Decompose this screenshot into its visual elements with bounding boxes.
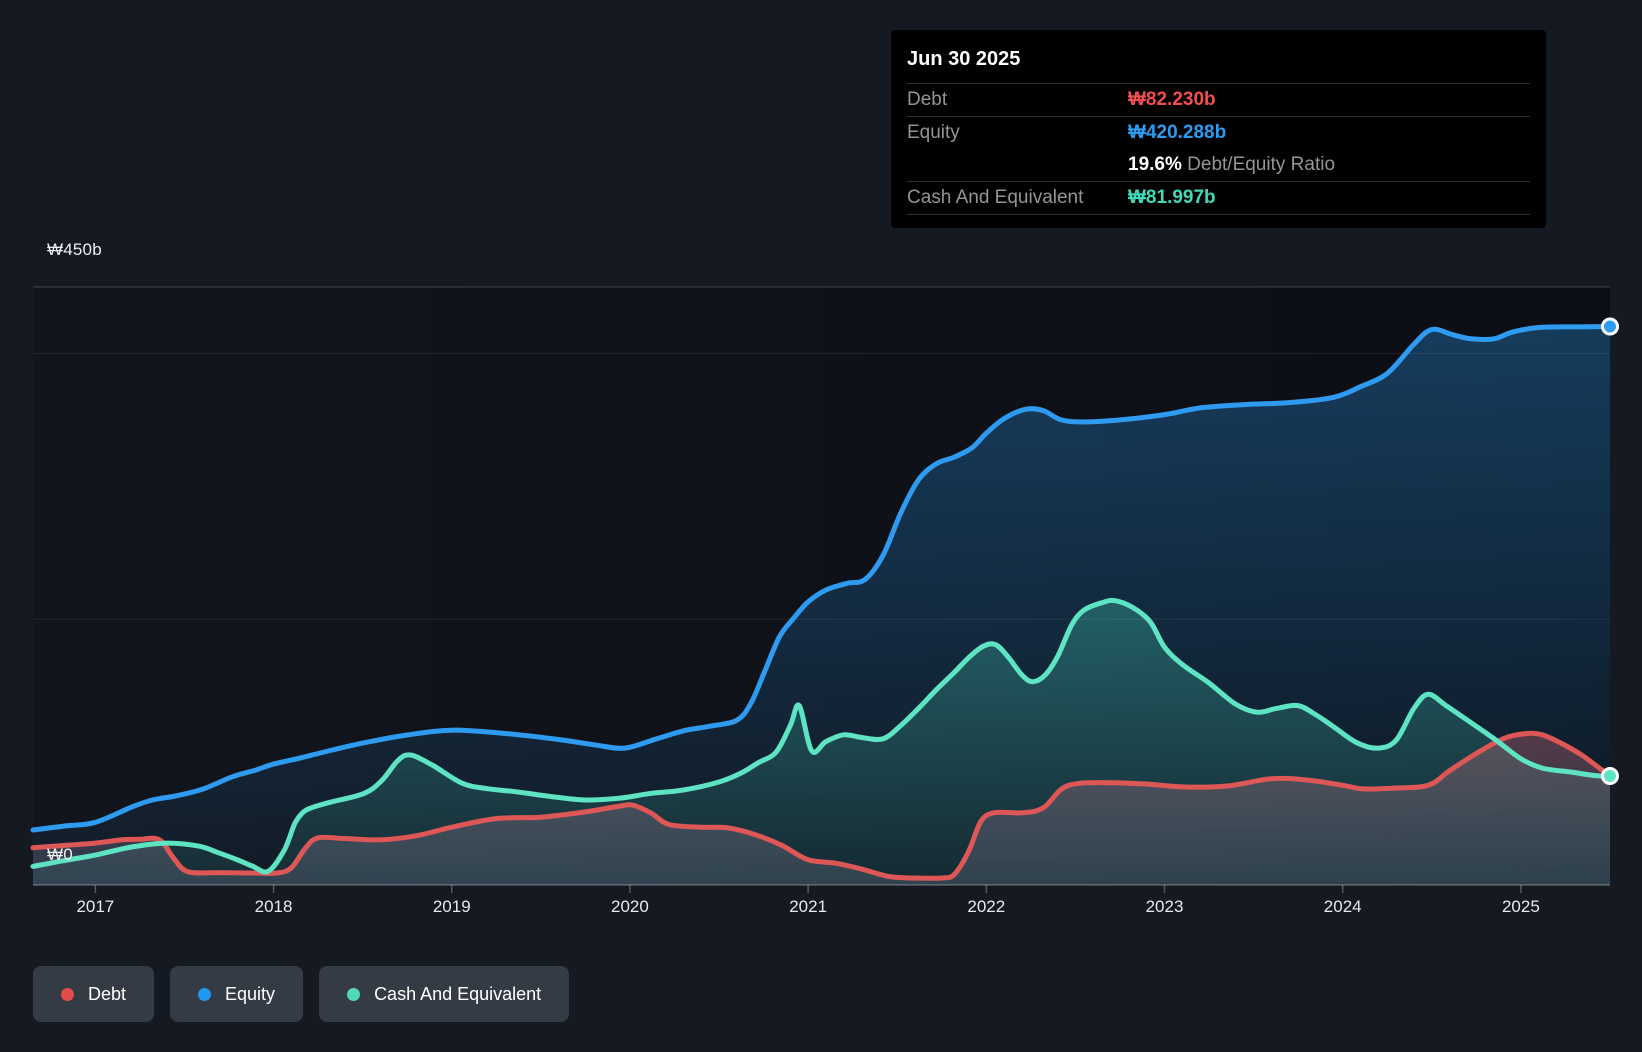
tooltip-equity-value: ₩420.288b (1128, 122, 1227, 143)
legend-label: Debt (88, 983, 127, 1004)
x-axis-label: 2017 (76, 897, 115, 916)
x-axis-label: 2023 (1145, 897, 1184, 916)
tooltip-equity-label: Equity (907, 122, 960, 143)
x-axis-label: 2024 (1323, 897, 1362, 916)
x-axis-label: 2022 (967, 897, 1006, 916)
y-axis-label-zero: ₩0 (47, 845, 73, 864)
legend-label: Equity (225, 983, 276, 1004)
x-axis-label: 2018 (254, 897, 293, 916)
debt-area (33, 733, 1610, 885)
cash-and-equivalent-line (30, 597, 1613, 875)
tooltip-ratio: 19.6% Debt/Equity Ratio (1128, 154, 1530, 176)
tooltip-ratio-value: 19.6% (1128, 154, 1182, 175)
tooltip-row-cash: Cash And Equivalent ₩81.997b (907, 181, 1530, 215)
cash-and-equivalent-endpoint-marker[interactable] (1601, 767, 1619, 786)
tooltip-row-debt: Debt ₩82.230b (907, 83, 1530, 116)
tooltip-cash-value: ₩81.997b (1128, 187, 1216, 208)
tooltip-debt-label: Debt (907, 89, 948, 110)
chart-tooltip: Jun 30 2025 Debt ₩82.230b Equity ₩420.28… (891, 30, 1546, 228)
tooltip-date: Jun 30 2025 (907, 48, 1021, 70)
equity-dot-icon (198, 987, 212, 1001)
x-axis-label: 2025 (1501, 897, 1540, 916)
chart-legend: Debt Equity Cash And Equivalent (33, 966, 570, 1022)
legend-item-equity[interactable]: Equity (170, 966, 304, 1022)
x-axis-label: 2020 (611, 897, 649, 916)
x-axis-label: 2021 (789, 897, 828, 916)
equity-line (30, 324, 1613, 833)
equity-endpoint-marker[interactable] (1601, 317, 1619, 336)
tooltip-debt-value: ₩82.230b (1128, 89, 1216, 110)
x-axis-label: 2019 (432, 897, 471, 916)
tooltip-row-ratio: 19.6% Debt/Equity Ratio (907, 149, 1530, 181)
debt-dot-icon (61, 987, 74, 1001)
legend-label: Cash And Equivalent (374, 983, 542, 1004)
tooltip-cash-label: Cash And Equivalent (907, 187, 1084, 208)
tooltip-ratio-label: Debt/Equity Ratio (1187, 154, 1336, 175)
cash-dot-icon (347, 987, 361, 1001)
legend-item-debt[interactable]: Debt (33, 966, 155, 1022)
legend-item-cash[interactable]: Cash And Equivalent (319, 966, 570, 1022)
y-axis-label-max: ₩450b (47, 240, 102, 259)
tooltip-row-equity: Equity ₩420.288b (907, 116, 1530, 149)
debt-line (30, 730, 1613, 881)
